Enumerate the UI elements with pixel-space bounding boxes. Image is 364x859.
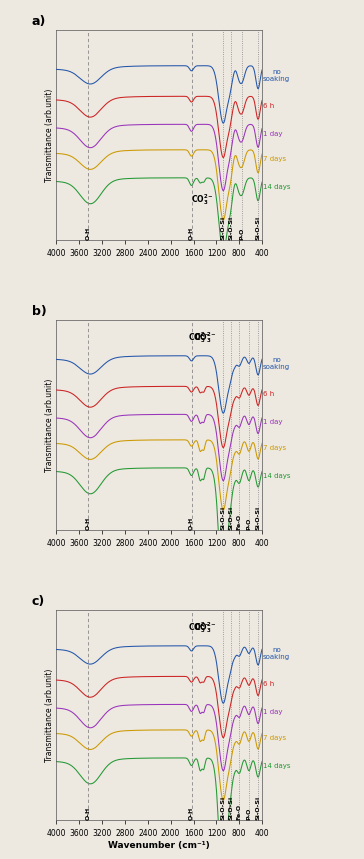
Text: 1 day: 1 day — [263, 131, 282, 137]
Text: Si-O-Si: Si-O-Si — [256, 506, 261, 530]
Text: Si-O-Si: Si-O-Si — [221, 506, 226, 530]
Text: O-H: O-H — [85, 517, 90, 530]
Text: O-H: O-H — [189, 807, 194, 820]
Text: 14 days: 14 days — [263, 763, 290, 769]
Text: 7 days: 7 days — [263, 735, 286, 741]
Text: Si-O-Si: Si-O-Si — [221, 216, 226, 241]
Text: Si-O-Si: Si-O-Si — [228, 796, 233, 820]
Text: 6 h: 6 h — [263, 103, 274, 109]
Text: 1 day: 1 day — [263, 710, 282, 716]
Y-axis label: Transmittance (arb.unit): Transmittance (arb.unit) — [45, 88, 54, 182]
Text: P-O: P-O — [246, 808, 252, 820]
Text: 14 days: 14 days — [263, 473, 290, 479]
Text: a): a) — [32, 15, 46, 28]
Text: O-H: O-H — [189, 227, 194, 241]
Text: 7 days: 7 days — [263, 445, 286, 451]
Text: b): b) — [32, 305, 47, 318]
Text: no
soaking: no soaking — [263, 648, 290, 661]
Text: O-H: O-H — [85, 807, 90, 820]
Text: 6 h: 6 h — [263, 681, 274, 687]
Y-axis label: Transmittance (arb.unit): Transmittance (arb.unit) — [45, 668, 54, 762]
Text: Fe-O: Fe-O — [237, 515, 242, 530]
Text: 7 days: 7 days — [263, 156, 286, 162]
Text: O-H: O-H — [85, 227, 90, 241]
Text: $\mathbf{CO_3^{2-}}$: $\mathbf{CO_3^{2-}}$ — [188, 620, 211, 636]
Text: O-H: O-H — [189, 517, 194, 530]
Text: 14 days: 14 days — [263, 185, 290, 191]
X-axis label: Wavenumber (cm⁻¹): Wavenumber (cm⁻¹) — [108, 841, 210, 850]
Text: $\mathbf{CO_3^{2-}}$: $\mathbf{CO_3^{2-}}$ — [194, 331, 217, 345]
Y-axis label: Transmittance (arb.unit): Transmittance (arb.unit) — [45, 379, 54, 472]
Text: $\mathbf{CO_3^{2-}}$: $\mathbf{CO_3^{2-}}$ — [194, 620, 217, 636]
Text: Si-O-Si: Si-O-Si — [256, 796, 261, 820]
Text: P-O: P-O — [246, 518, 252, 530]
Text: $\mathbf{CO_3^{2-}}$: $\mathbf{CO_3^{2-}}$ — [188, 331, 211, 345]
Text: Si-O-Si: Si-O-Si — [256, 216, 261, 241]
Text: 1 day: 1 day — [263, 419, 282, 425]
Text: P-O: P-O — [240, 228, 245, 241]
Text: Fe-O: Fe-O — [237, 804, 242, 820]
Text: no
soaking: no soaking — [263, 69, 290, 82]
Text: Si-O-Si: Si-O-Si — [228, 216, 233, 241]
Text: no
soaking: no soaking — [263, 357, 290, 370]
Text: Si-O-Si: Si-O-Si — [228, 506, 233, 530]
Text: 6 h: 6 h — [263, 392, 274, 398]
Text: Si-O-Si: Si-O-Si — [221, 796, 226, 820]
Text: $\mathbf{CO_3^{2-}}$: $\mathbf{CO_3^{2-}}$ — [191, 192, 214, 207]
Text: c): c) — [32, 595, 45, 608]
